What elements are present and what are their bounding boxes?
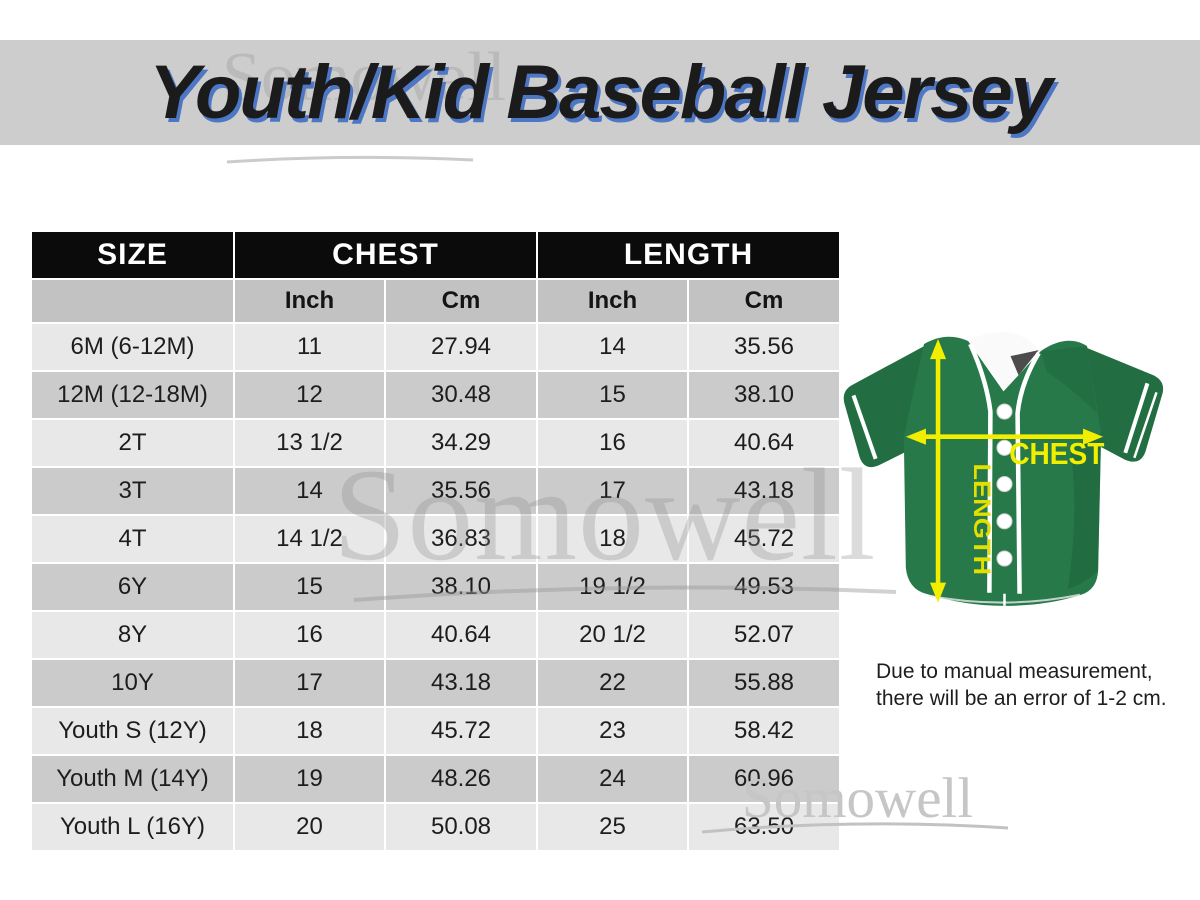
cell-chest-inch: 15 — [235, 564, 384, 610]
jersey-illustration: CHEST LENGTH — [843, 332, 1164, 606]
cell-size: 4T — [32, 516, 233, 562]
measurement-note: Due to manual measurement, there will be… — [876, 658, 1198, 712]
cell-chest-inch: 11 — [235, 324, 384, 370]
cell-length-inch: 18 — [538, 516, 687, 562]
table-row: 8Y 16 40.64 20 1/2 52.07 — [32, 612, 840, 658]
length-label: LENGTH — [968, 463, 994, 575]
jersey-diagram: CHEST LENGTH — [833, 331, 1181, 633]
jersey-body — [903, 336, 1102, 606]
subheader-empty — [32, 280, 233, 322]
cell-length-inch: 23 — [538, 708, 687, 754]
cell-length-inch: 14 — [538, 324, 687, 370]
size-table-body: 6M (6-12M) 11 27.94 14 35.56 12M (12-18M… — [32, 324, 840, 850]
cell-chest-cm: 50.08 — [386, 804, 536, 850]
cell-size: Youth S (12Y) — [32, 708, 233, 754]
table-row: 2T 13 1/2 34.29 16 40.64 — [32, 420, 840, 466]
cell-size: 8Y — [32, 612, 233, 658]
cell-chest-cm: 48.26 — [386, 756, 536, 802]
table-header-row: SIZE CHEST LENGTH — [32, 232, 840, 278]
cell-size: 2T — [32, 420, 233, 466]
col-header-size: SIZE — [32, 232, 233, 278]
table-subheader-row: Inch Cm Inch Cm — [32, 280, 840, 322]
cell-chest-cm: 34.29 — [386, 420, 536, 466]
subheader-length-cm: Cm — [689, 280, 840, 322]
table-row: 10Y 17 43.18 22 55.88 — [32, 660, 840, 706]
cell-length-cm: 38.10 — [689, 372, 840, 418]
cell-chest-cm: 38.10 — [386, 564, 536, 610]
subheader-length-inch: Inch — [538, 280, 687, 322]
cell-chest-inch: 20 — [235, 804, 384, 850]
watermark-bottom-swoosh — [701, 822, 1009, 834]
cell-length-cm: 45.72 — [689, 516, 840, 562]
cell-size: Youth L (16Y) — [32, 804, 233, 850]
cell-length-inch: 24 — [538, 756, 687, 802]
table-row: Youth M (14Y) 19 48.26 24 60.96 — [32, 756, 840, 802]
col-header-length: LENGTH — [538, 232, 840, 278]
jersey-collar — [968, 332, 1041, 390]
watermark-banner-swoosh — [226, 155, 474, 164]
cell-chest-inch: 12 — [235, 372, 384, 418]
table-row: 6M (6-12M) 11 27.94 14 35.56 — [32, 324, 840, 370]
cell-length-cm: 43.18 — [689, 468, 840, 514]
col-header-chest: CHEST — [235, 232, 536, 278]
cell-length-inch: 16 — [538, 420, 687, 466]
length-arrow — [929, 339, 947, 603]
chest-label: CHEST — [1009, 438, 1104, 471]
cell-chest-inch: 17 — [235, 660, 384, 706]
cell-size: Youth M (14Y) — [32, 756, 233, 802]
size-chart-table: SIZE CHEST LENGTH Inch Cm Inch Cm 6M (6-… — [30, 230, 841, 852]
table-row: 12M (12-18M) 12 30.48 15 38.10 — [32, 372, 840, 418]
cell-chest-cm: 35.56 — [386, 468, 536, 514]
cell-size: 6M (6-12M) — [32, 324, 233, 370]
measurement-note-line2: there will be an error of 1-2 cm. — [876, 687, 1167, 710]
cell-chest-inch: 14 1/2 — [235, 516, 384, 562]
cell-length-inch: 22 — [538, 660, 687, 706]
cell-size: 3T — [32, 468, 233, 514]
cell-length-inch: 17 — [538, 468, 687, 514]
cell-chest-inch: 16 — [235, 612, 384, 658]
cell-length-cm: 55.88 — [689, 660, 840, 706]
table-row: Youth S (12Y) 18 45.72 23 58.42 — [32, 708, 840, 754]
cell-length-cm: 58.42 — [689, 708, 840, 754]
subheader-chest-cm: Cm — [386, 280, 536, 322]
page-title: Youth/Kid Baseball Jersey — [149, 50, 1053, 135]
cell-length-inch: 25 — [538, 804, 687, 850]
cell-chest-cm: 40.64 — [386, 612, 536, 658]
cell-chest-cm: 45.72 — [386, 708, 536, 754]
cell-chest-inch: 18 — [235, 708, 384, 754]
cell-length-cm: 35.56 — [689, 324, 840, 370]
table-row: 3T 14 35.56 17 43.18 — [32, 468, 840, 514]
chest-arrow — [905, 428, 1104, 445]
cell-length-inch: 20 1/2 — [538, 612, 687, 658]
cell-chest-inch: 13 1/2 — [235, 420, 384, 466]
cell-chest-inch: 19 — [235, 756, 384, 802]
table-row: Youth L (16Y) 20 50.08 25 63.50 — [32, 804, 840, 850]
watermark-banner: Somowell — [222, 39, 506, 116]
cell-chest-cm: 27.94 — [386, 324, 536, 370]
watermark-bottom: Somowell — [742, 767, 974, 830]
cell-length-cm: 40.64 — [689, 420, 840, 466]
table-row: 6Y 15 38.10 19 1/2 49.53 — [32, 564, 840, 610]
table-row: 4T 14 1/2 36.83 18 45.72 — [32, 516, 840, 562]
cell-chest-cm: 30.48 — [386, 372, 536, 418]
cell-chest-cm: 43.18 — [386, 660, 536, 706]
cell-size: 6Y — [32, 564, 233, 610]
title-banner: Somowell Youth/Kid Baseball Jersey — [0, 39, 1200, 164]
measurement-note-line1: Due to manual measurement, — [876, 660, 1153, 683]
cell-length-inch: 15 — [538, 372, 687, 418]
cell-size: 12M (12-18M) — [32, 372, 233, 418]
cell-size: 10Y — [32, 660, 233, 706]
cell-chest-cm: 36.83 — [386, 516, 536, 562]
subheader-chest-inch: Inch — [235, 280, 384, 322]
cell-length-cm: 60.96 — [689, 756, 840, 802]
cell-chest-inch: 14 — [235, 468, 384, 514]
cell-length-inch: 19 1/2 — [538, 564, 687, 610]
cell-length-cm: 52.07 — [689, 612, 840, 658]
cell-length-cm: 49.53 — [689, 564, 840, 610]
